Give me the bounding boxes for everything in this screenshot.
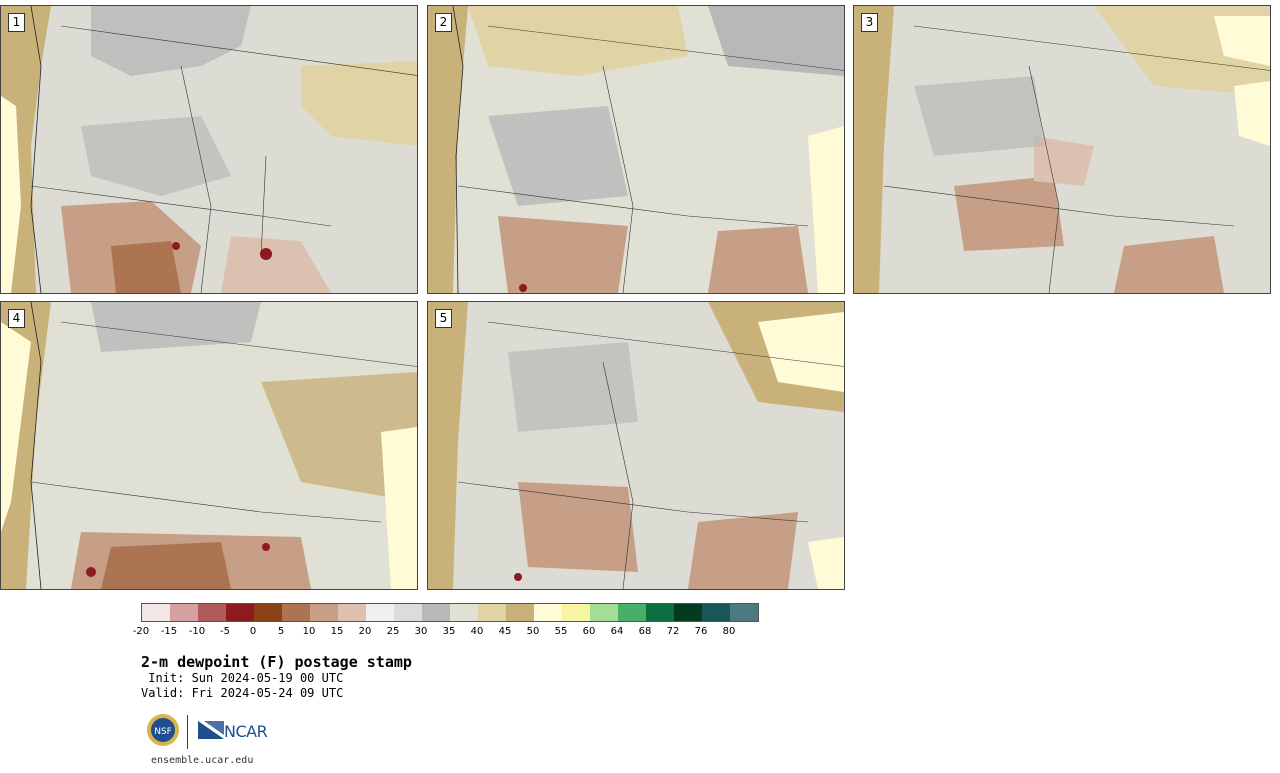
colorbar-tick-label: 45 [498,626,512,637]
colorbar-tick-label: 50 [526,626,540,637]
colorbar-tick-label: -15 [160,626,178,637]
colorbar-segment [170,604,198,621]
colorbar-tick-labels: -20 -15 -10 -5 0 5 10 15 20 25 30 35 40 45 50 55 60 64 68 7… [133,626,781,640]
init-time: Init: Sun 2024-05-19 00 UTC [141,671,344,685]
colorbar-tick-label: 72 [666,626,680,637]
colorbar-segment [310,604,338,621]
nsf-logo-text: NSF [154,727,172,737]
colorbar-segment [562,604,590,621]
colorbar [141,603,759,622]
panel-label: 4 [8,309,25,328]
ncar-mark-icon [198,721,224,739]
dewpoint-map-4 [1,302,417,589]
panel-label: 5 [435,309,452,328]
colorbar-segment [422,604,450,621]
colorbar-tick-label: -5 [220,626,230,637]
colorbar-segment [198,604,226,621]
colorbar-tick-label: -20 [132,626,150,637]
colorbar-segment [646,604,674,621]
map-panel-5: 5 [427,301,845,590]
logos: NSF NCAR [146,713,276,753]
dewpoint-map-5 [428,302,844,589]
colorbar-tick-label: 25 [386,626,400,637]
colorbar-segment [730,604,758,621]
colorbar-tick-label: 64 [610,626,624,637]
colorbar-segment [394,604,422,621]
map-panel-2: 2 [427,5,845,294]
logo-divider [187,715,188,749]
colorbar-tick-label: 35 [442,626,456,637]
colorbar-tick-label: 10 [302,626,316,637]
map-panel-1: 1 [0,5,418,294]
colorbar-segment [618,604,646,621]
colorbar-segment [590,604,618,621]
panel-label: 2 [435,13,452,32]
colorbar-tick-label: 20 [358,626,372,637]
dewpoint-map-1 [1,6,417,293]
colorbar-segment [702,604,730,621]
colorbar-tick-label: 55 [554,626,568,637]
ncar-logo-text: NCAR [224,722,268,741]
panel-label: 1 [8,13,25,32]
colorbar-tick-label: 80 [722,626,736,637]
site-url: ensemble.ucar.edu [151,755,254,766]
colorbar-tick-label: 0 [249,626,257,637]
colorbar-segment [534,604,562,621]
colorbar-tick-label: 40 [470,626,484,637]
colorbar-segment [674,604,702,621]
chart-title: 2-m dewpoint (F) postage stamp [141,653,412,671]
panel-label: 3 [861,13,878,32]
dewpoint-map-3 [854,6,1270,293]
valid-time: Valid: Fri 2024-05-24 09 UTC [141,686,344,700]
colorbar-tick-label: 5 [277,626,285,637]
dewpoint-map-2 [428,6,844,293]
colorbar-tick-label: 60 [582,626,596,637]
colorbar-segment [450,604,478,621]
colorbar-segment [282,604,310,621]
nsf-logo: NSF [147,714,179,746]
map-panel-3: 3 [853,5,1271,294]
colorbar-segment [226,604,254,621]
colorbar-segment [254,604,282,621]
colorbar-segment [506,604,534,621]
colorbar-tick-label: 76 [694,626,708,637]
colorbar-tick-label: 30 [414,626,428,637]
colorbar-segment [478,604,506,621]
colorbar-segment [142,604,170,621]
colorbar-tick-label: 68 [638,626,652,637]
colorbar-segment [338,604,366,621]
colorbar-tick-label: -10 [188,626,206,637]
map-panel-4: 4 [0,301,418,590]
colorbar-tick-label: 15 [330,626,344,637]
colorbar-segment [366,604,394,621]
